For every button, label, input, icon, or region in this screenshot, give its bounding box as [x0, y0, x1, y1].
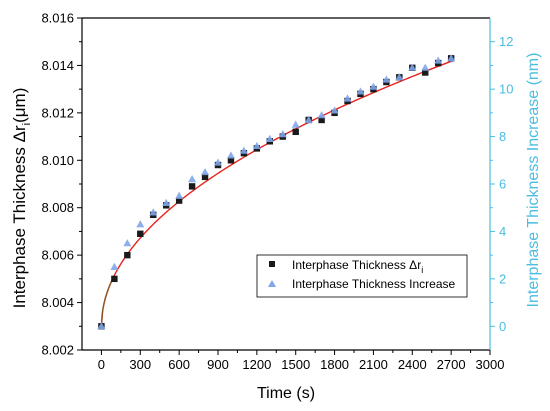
y-left-tick-label: 8.014: [41, 58, 74, 73]
x-tick-label: 1800: [320, 357, 349, 372]
y-left-tick-label: 8.012: [41, 105, 74, 120]
legend-triangle-marker: [268, 280, 276, 287]
increase-point: [252, 141, 261, 150]
increase-point: [136, 220, 145, 228]
legend-square-marker: [269, 261, 275, 267]
y-left-tick-label: 8.010: [41, 153, 74, 168]
x-tick-label: 0: [98, 357, 105, 372]
y-left-tick-label: 8.004: [41, 295, 74, 310]
y-axis-left-title: Interphase Thickness Δri(μm): [10, 88, 33, 309]
y-left-tick-label: 8.006: [41, 248, 74, 263]
thickness-point: [111, 275, 118, 283]
y-right-tick-label: 10: [499, 82, 513, 97]
increase-point: [382, 75, 391, 83]
increase-point: [317, 111, 326, 119]
x-tick-label: 600: [168, 357, 190, 372]
increase-point: [239, 146, 248, 154]
legend-label-thickness: Interphase Thickness Δri: [292, 258, 423, 275]
thickness-point: [292, 128, 299, 136]
x-tick-label: 900: [207, 357, 229, 372]
increase-point: [201, 167, 210, 176]
x-tick-label: 300: [129, 357, 151, 372]
legend-box: [256, 254, 468, 298]
y-left-tick-label: 8.002: [41, 343, 74, 358]
x-tick-label: 2700: [437, 357, 466, 372]
x-tick-label: 2400: [398, 357, 427, 372]
y-right-tick-label: 12: [499, 34, 513, 49]
y-right-tick-label: 8: [499, 129, 506, 144]
x-axis-title: Time (s): [257, 385, 315, 402]
thickness-point: [175, 197, 183, 204]
thickness-point: [188, 183, 196, 190]
increase-point: [175, 191, 184, 199]
axis-ticks: [77, 17, 495, 355]
y-left-tick-label: 8.008: [41, 200, 74, 215]
thickness-point: [227, 157, 235, 164]
y-right-tick-label: 6: [499, 177, 506, 192]
tick-labels: 0 300 600 900 1200 1500 1800 2100 2400 2700 30008.…: [41, 11, 513, 373]
thickness-point: [137, 230, 144, 237]
increase-point: [369, 82, 378, 90]
x-tick-label: 2100: [359, 357, 388, 372]
increase-point: [447, 54, 456, 62]
y-right-tick-label: 4: [499, 224, 506, 239]
legend-label-increase: Interphase Thickness Increase: [292, 277, 456, 291]
increase-point: [123, 239, 132, 247]
thickness-point: [318, 116, 325, 124]
increase-point: [356, 87, 365, 95]
x-tick-label: 3000: [476, 357, 505, 372]
increase-point: [214, 158, 222, 166]
y-right-tick-label: 0: [499, 319, 506, 334]
fit-line: [100, 59, 454, 327]
x-tick-label: 1500: [281, 357, 310, 372]
plot-frame: [81, 17, 491, 351]
increase-point: [343, 94, 352, 102]
increase-point: [330, 106, 339, 114]
thickness-point: [201, 173, 209, 181]
data-markers: [97, 54, 456, 330]
increase-point: [265, 134, 274, 142]
increase-point: [110, 262, 119, 270]
increase-point: [408, 63, 417, 71]
increase-point: [421, 63, 430, 71]
increase-point: [162, 198, 171, 206]
increase-point: [395, 73, 404, 81]
y-left-tick-label: 8.016: [41, 11, 74, 26]
increase-point: [434, 56, 443, 64]
fit-line-start: [100, 277, 114, 327]
increase-point: [278, 130, 287, 138]
y-axis-right-title: Interphase Thickness Increase (nm): [525, 53, 542, 308]
fit-curve: [100, 59, 454, 327]
x-tick-label: 1200: [242, 357, 271, 372]
increase-point: [291, 120, 300, 128]
increase-point: [149, 208, 158, 216]
thickness-point: [124, 251, 131, 259]
increase-point: [304, 115, 313, 123]
y-right-tick-label: 2: [499, 271, 506, 286]
increase-point: [226, 151, 235, 159]
legend: Interphase Thickness Δri Interphase Thic…: [256, 254, 468, 298]
increase-point: [97, 322, 106, 330]
increase-point: [188, 175, 197, 183]
thickness-point: [422, 69, 429, 76]
